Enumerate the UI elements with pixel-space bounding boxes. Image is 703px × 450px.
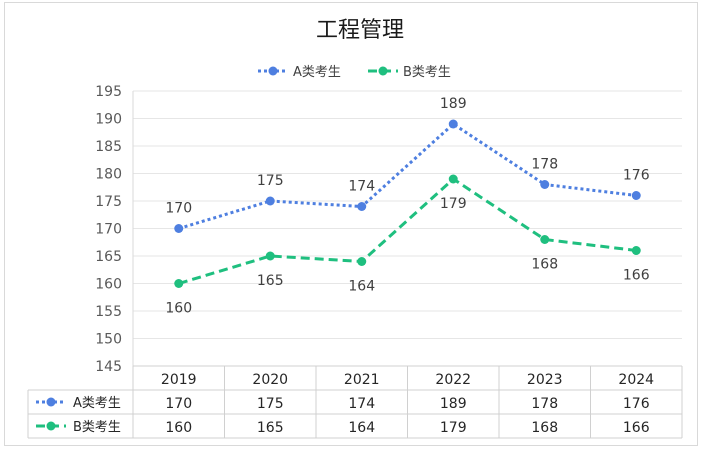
y-tick-label: 190 [95,112,122,128]
table-cell: 160 [165,420,192,436]
table-cell: 165 [257,420,284,436]
table-cell: 174 [348,396,375,412]
data-label: 179 [440,196,467,212]
chart-title: 工程管理 [316,18,404,43]
data-point [357,202,367,211]
data-label: 170 [165,201,192,217]
data-label: 166 [623,268,650,284]
data-point [448,174,458,184]
legend-marker [378,66,388,76]
table-row: B类考生 160 165 164 179 168 166 [36,420,650,436]
legend: A类考生 B类考生 [258,65,451,80]
y-tick-label: 155 [95,304,122,320]
series-layer: 170 175 174 189 178 176 160 165 164 179 168 166 [165,96,649,317]
gridlines [133,90,682,367]
table-cell: 166 [623,420,650,436]
x-tick-label: 2019 [161,372,197,388]
series-1: 170 175 174 189 178 176 [165,96,650,233]
table-cell: 168 [531,420,558,436]
data-table: 2019 2020 2021 2022 2023 2024 A类考生 170 175 174 189… [27,365,683,439]
table-row: A类考生 170 175 174 189 178 176 [36,396,650,412]
x-tick-label: 2020 [252,372,288,388]
data-point [174,279,184,288]
table-row-label: A类考生 [73,396,121,411]
data-label: 174 [348,179,375,195]
legend-item: A类考生 [258,65,341,80]
data-point [631,246,641,255]
x-tick-label: 2022 [435,372,471,388]
chart-frame [4,2,698,446]
y-tick-label: 170 [95,222,122,238]
y-tick-label: 145 [95,359,122,375]
series-2: 160 165 164 179 168 166 [165,174,650,317]
y-tick-label: 165 [95,249,122,265]
y-tick-label: 175 [95,194,122,210]
data-label: 165 [257,273,284,289]
table-cell: 189 [440,396,467,412]
data-point [265,251,275,261]
table-legend-marker [46,421,56,431]
x-tick-label: 2024 [618,372,654,388]
data-label: 160 [165,301,192,317]
data-point [448,119,458,129]
y-tick-label: 185 [95,139,122,155]
data-point [174,224,184,233]
y-tick-label: 150 [95,332,122,348]
data-label: 164 [348,279,375,295]
table-cell: 175 [257,396,284,412]
legend-marker [268,66,278,76]
data-point [540,180,550,189]
data-point [265,196,275,206]
data-label: 175 [257,173,284,189]
data-label: 168 [531,257,558,273]
y-axis: 145 150 155 160 165 170 175 180 185 190 195 [95,84,134,375]
data-label: 178 [531,157,558,173]
table-cell: 178 [531,396,558,412]
data-point [357,257,367,266]
table-cell: 170 [165,396,192,412]
data-label: 176 [623,168,650,184]
series-line [178,177,637,285]
data-point [540,235,550,244]
data-point [631,191,641,200]
legend-label: A类考生 [293,65,341,80]
table-cell: 179 [440,420,467,436]
table-cell: 176 [623,396,650,412]
y-tick-label: 160 [95,277,122,293]
y-tick-label: 195 [95,84,122,100]
table-row-label: B类考生 [73,420,121,435]
table-legend-marker [46,397,56,407]
table-cell: 164 [348,420,375,436]
legend-item: B类考生 [368,65,451,80]
x-tick-label: 2021 [344,372,380,388]
series-line [178,122,637,230]
data-label: 189 [440,96,467,112]
legend-label: B类考生 [403,65,451,80]
y-tick-label: 180 [95,167,122,183]
x-tick-label: 2023 [527,372,563,388]
